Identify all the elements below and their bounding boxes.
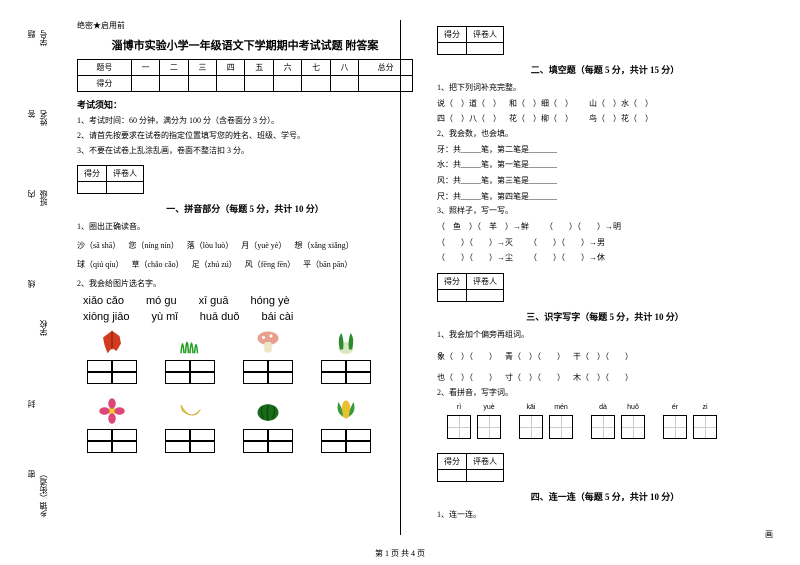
char-label-row: rì yuè kāi mén dà huǒ ér zi — [437, 404, 773, 411]
pinyin-row: xiōng jiāo yù mǐ huā duǒ bái cài — [77, 311, 413, 323]
question: 2、我会给图片选名字。 — [77, 278, 413, 291]
pinyin-row: xiǎo cǎo mó gu xī guā hóng yè — [77, 295, 413, 307]
char-grid — [693, 415, 717, 439]
fill-line: 尺：共_____笔，第四笔是_______ — [437, 190, 773, 204]
exam-title: 淄博市实验小学一年级语文下学期期中考试试题 附答案 — [77, 37, 413, 53]
confidential-note: 绝密★启用前 — [77, 20, 413, 31]
connect-item: 画 — [437, 529, 773, 542]
flower-icon — [95, 396, 129, 426]
score-reviewer-box: 得分评卷人 — [77, 165, 144, 194]
question: 1、连一连。 — [437, 509, 773, 522]
side-dash: 密 — [26, 470, 37, 478]
char-grid-row — [437, 415, 773, 439]
side-dash: 线 — [26, 280, 37, 288]
grass-icon — [173, 327, 207, 357]
fill-line: 四（ ）八（ ） 花（ ）柳（ ） 鸟（ ）花（ ） — [437, 112, 773, 126]
char-grid — [663, 415, 687, 439]
fill-line: 也（ ）（ ） 寸（ ）（ ） 木（ ）（ ） — [437, 371, 773, 385]
corn-icon — [329, 396, 363, 426]
score-reviewer-box: 得分评卷人 — [437, 453, 504, 482]
side-dash: 答 — [26, 110, 37, 118]
question: 1、圈出正确读音。 — [77, 221, 413, 234]
notice-item: 3、不要在试卷上乱涂乱画，卷面不整洁扣 3 分。 — [77, 145, 413, 158]
side-dash: 题 — [26, 30, 37, 38]
question: 3、照样子，写一写。 — [437, 205, 773, 218]
page-footer: 第 1 页 共 4 页 — [0, 548, 800, 559]
notice-heading: 考试须知： — [77, 98, 413, 111]
question: 1、我会加个偏旁再组词。 — [437, 329, 773, 342]
side-label: 乡镇（街道） — [38, 470, 49, 518]
notice-item: 2、请首先按要求在试卷的指定位置填写您的姓名、班级、学号。 — [77, 130, 413, 143]
side-label: 学校 — [38, 320, 49, 336]
fill-line: 牙：共_____笔，第二笔是_______ — [437, 143, 773, 157]
side-dash: 内 — [26, 190, 37, 198]
score-value-row: 得分 — [78, 76, 413, 92]
question: 2、我会数，也会填。 — [437, 128, 773, 141]
fill-line: 风：共_____笔，第三笔是_______ — [437, 174, 773, 188]
fill-line: （ ）（ ）→灭 （ ）（ ）→男 — [437, 236, 773, 250]
score-reviewer-box: 得分评卷人 — [437, 26, 504, 55]
section-3-title: 三、识字写字（每题 5 分，共计 10 分） — [437, 310, 773, 323]
fill-line: 象（ ）（ ） 青（ ）（ ） 干（ ）（ ） — [437, 350, 773, 364]
left-column: 绝密★启用前 淄博市实验小学一年级语文下学期期中考试试题 附答案 题号 一 二 … — [65, 20, 425, 540]
score-table: 题号 一 二 三 四 五 六 七 八 总分 得分 — [77, 59, 413, 92]
fill-line: 水：共_____笔，第一笔是_______ — [437, 158, 773, 172]
section-1-title: 一、拼音部分（每题 5 分，共计 10 分） — [77, 202, 413, 215]
mushroom-icon — [251, 327, 285, 357]
image-row-2 — [77, 396, 413, 453]
side-label: 班级 — [38, 190, 49, 206]
question: 2、看拼音，写字词。 — [437, 387, 773, 400]
cabbage-icon — [329, 327, 363, 357]
image-row-1 — [77, 327, 413, 384]
fill-line: 说（ ）道（ ） 和（ ）细（ ） 山（ ）水（ ） — [437, 97, 773, 111]
watermelon-icon — [251, 396, 285, 426]
section-4-title: 四、连一连（每题 5 分，共计 10 分） — [437, 490, 773, 503]
question: 1、把下列词补充完整。 — [437, 82, 773, 95]
banana-icon — [173, 396, 207, 426]
notice-item: 1、考试时间：60 分钟，满分为 100 分（含卷面分 3 分）。 — [77, 115, 413, 128]
char-grid — [447, 415, 471, 439]
right-column: 得分评卷人 二、填空题（每题 5 分，共计 15 分） 1、把下列词补充完整。 … — [425, 20, 785, 540]
fill-line: （ ）（ ）→尘 （ ）（ ）→休 — [437, 251, 773, 265]
section-2-title: 二、填空题（每题 5 分，共计 15 分） — [437, 63, 773, 76]
leaf-icon — [95, 327, 129, 357]
side-label: 姓名 — [38, 110, 49, 126]
char-grid — [477, 415, 501, 439]
char-grid — [621, 415, 645, 439]
score-reviewer-box: 得分评卷人 — [437, 273, 504, 302]
char-grid — [591, 415, 615, 439]
char-grid — [519, 415, 543, 439]
char-grid — [549, 415, 573, 439]
pinyin-options: 球（qiú qíu） 草（chǎo cǎo） 足（zhú zú） 风（fēng … — [77, 259, 413, 272]
side-label: 学号 — [38, 30, 49, 46]
pinyin-options: 沙（sā shā） 您（níng nín） 落（lòu luò） 月（yuè y… — [77, 240, 413, 253]
score-header-row: 题号 一 二 三 四 五 六 七 八 总分 — [78, 60, 413, 76]
binding-margin: 学号 题 姓名 答 班级 内 线 学校 封 乡镇（街道） 密 — [0, 0, 60, 565]
side-dash: 封 — [26, 400, 37, 408]
fill-line: （ 鱼 ）（ 羊 ）→鲜 （ ）（ ）→明 — [437, 220, 773, 234]
